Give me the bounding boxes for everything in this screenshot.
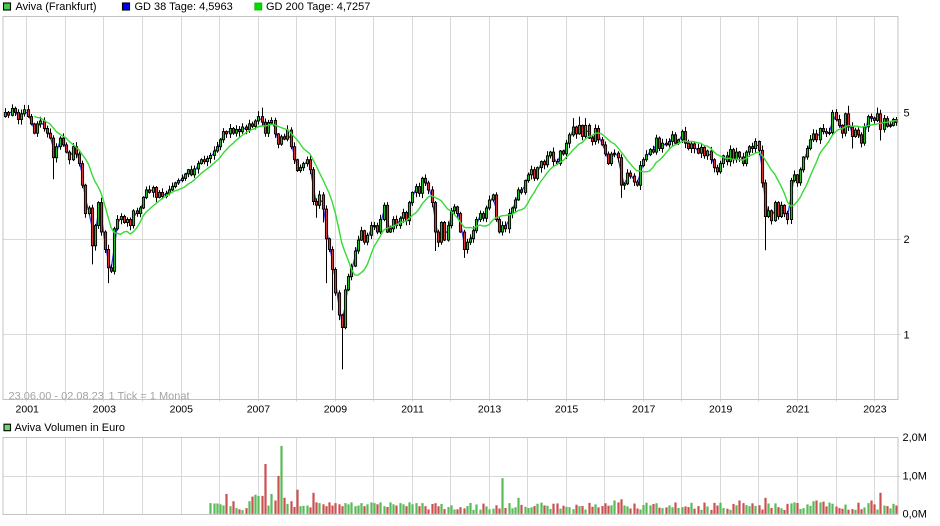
svg-text:GD 38 Tage: 4,5963: GD 38 Tage: 4,5963	[135, 1, 233, 13]
svg-text:2023: 2023	[863, 404, 887, 416]
svg-text:1: 1	[904, 329, 910, 341]
svg-text:23.06.00 - 02.08.23: 23.06.00 - 02.08.23	[9, 390, 104, 402]
svg-text:2001: 2001	[16, 404, 40, 416]
svg-text:2007: 2007	[247, 404, 271, 416]
svg-text:2017: 2017	[632, 404, 656, 416]
svg-text:0,0M: 0,0M	[903, 509, 927, 521]
svg-text:1 Tick = 1 Monat: 1 Tick = 1 Monat	[109, 390, 190, 402]
svg-text:Aviva Volumen in Euro: Aviva Volumen in Euro	[15, 422, 125, 434]
svg-text:Aviva (Frankfurt): Aviva (Frankfurt)	[16, 1, 97, 13]
svg-text:2: 2	[904, 234, 910, 246]
svg-text:GD 200 Tage: 4,7257: GD 200 Tage: 4,7257	[266, 1, 370, 13]
svg-text:2005: 2005	[170, 404, 194, 416]
svg-text:2003: 2003	[93, 404, 117, 416]
svg-text:2019: 2019	[709, 404, 733, 416]
svg-text:2011: 2011	[401, 404, 424, 416]
svg-text:2,0M: 2,0M	[903, 432, 927, 444]
svg-text:5: 5	[904, 107, 910, 119]
svg-text:2009: 2009	[324, 404, 348, 416]
svg-text:2015: 2015	[555, 404, 579, 416]
svg-text:1,0M: 1,0M	[903, 471, 927, 483]
svg-text:2013: 2013	[478, 404, 502, 416]
svg-text:2021: 2021	[786, 404, 810, 416]
